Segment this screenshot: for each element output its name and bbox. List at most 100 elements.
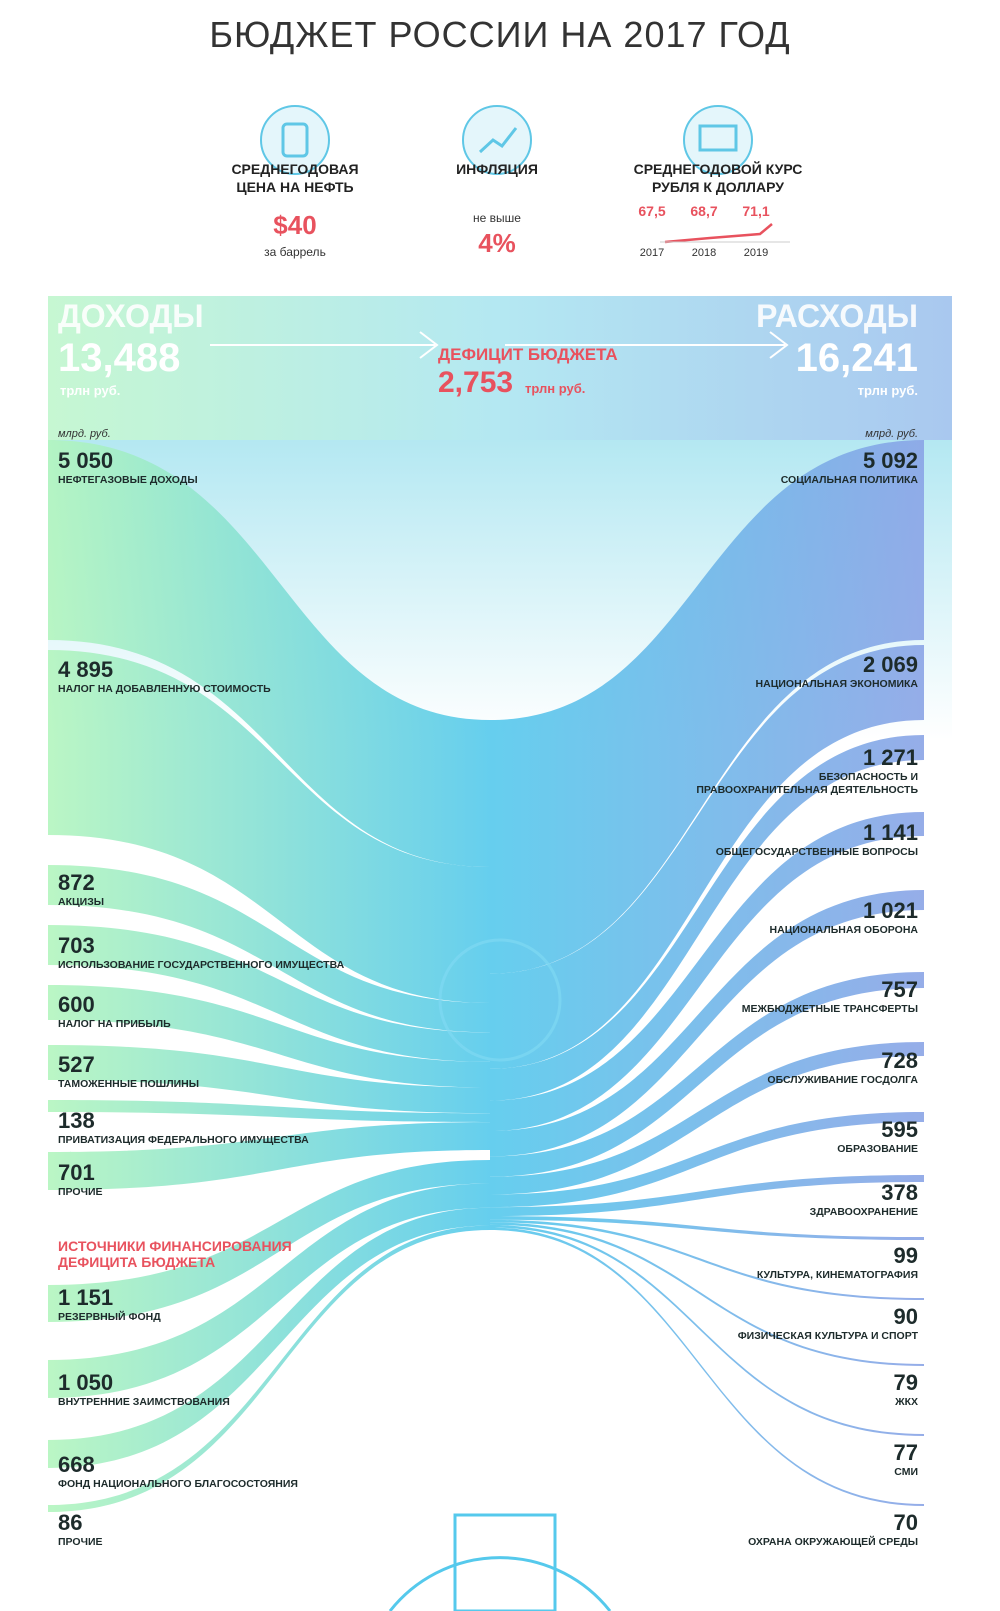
item-label: АКЦИЗЫ (58, 896, 105, 908)
item-value: 757 (881, 977, 918, 1002)
income-flow (48, 925, 490, 1062)
banknote-icon (698, 124, 738, 152)
item-value: 70 (893, 1510, 918, 1535)
financing-flow (48, 1183, 490, 1398)
item-label: ТАМОЖЕННЫЕ ПОШЛИНЫ (58, 1078, 200, 1090)
expenses-items-unit: млрд. руб. (865, 428, 918, 440)
item-value: 2 069 (862, 652, 918, 677)
deficit-value: 2,753 (438, 366, 514, 399)
item-value: 5 050 (58, 448, 114, 473)
oil-label: СРЕДНЕГОДОВАЯ ЦЕНА НА НЕФТЬ (231, 161, 359, 195)
expense-flow (490, 1222, 924, 1366)
item-label: ФОНД НАЦИОНАЛЬНОГО БЛАГОСОСТОЯНИЯ (58, 1478, 298, 1490)
item-value: 1 050 (58, 1370, 114, 1395)
item-label: ОБСЛУЖИВАНИЕ ГОСДОЛГА (767, 1074, 918, 1086)
inflation-value: 4% (478, 228, 516, 258)
item-label: НЕФТЕГАЗОВЫЕ ДОХОДЫ (58, 474, 198, 486)
item-label: СМИ (894, 1466, 918, 1478)
oil-note: за баррель (264, 245, 326, 259)
item-label: ВНУТРЕННИЕ ЗАИМСТВОВАНИЯ (58, 1396, 230, 1408)
item-label: НАЦИОНАЛЬНАЯ ОБОРОНА (769, 924, 918, 936)
item-value: 595 (881, 1117, 918, 1142)
title: БЮДЖЕТ РОССИИ НА 2017 ГОД (209, 14, 791, 55)
income-total: 13,488 (58, 336, 181, 380)
income-items-unit: млрд. руб. (58, 428, 111, 440)
item-value: 138 (58, 1108, 95, 1133)
oil-value: $40 (273, 210, 317, 240)
item-value: 701 (58, 1160, 95, 1185)
item-value: 1 021 (862, 898, 918, 923)
rate-value: 67,5 (638, 203, 666, 219)
expense-flow (490, 890, 924, 1157)
item-label: МЕЖБЮДЖЕТНЫЕ ТРАНСФЕРТЫ (741, 1003, 918, 1015)
item-value: 668 (58, 1452, 95, 1477)
item-label: БЕЗОПАСНОСТЬ И ПРАВООХРАНИТЕЛЬНАЯ ДЕЯТЕЛ… (696, 771, 918, 796)
arrow-head (769, 331, 789, 359)
item-value: 600 (58, 992, 95, 1017)
income-flow (48, 985, 490, 1088)
deficit-title: ДЕФИЦИТ БЮДЖЕТА (438, 345, 618, 364)
item-label: РЕЗЕРВНЫЙ ФОНД (58, 1311, 161, 1323)
item-label: ОБРАЗОВАНИЕ (837, 1143, 918, 1155)
emblem (438, 938, 562, 1062)
income-flow (48, 865, 490, 1033)
item-label: НАЦИОНАЛЬНАЯ ЭКОНОМИКА (755, 678, 918, 690)
rate-label: СРЕДНЕГОДОВОЙ КУРС РУБЛЯ К ДОЛЛАРУ (633, 161, 803, 195)
rate-value: 71,1 (742, 203, 770, 219)
item-label: НАЛОГ НА ДОБАВЛЕННУЮ СТОИМОСТЬ (58, 683, 271, 695)
financing-flow (48, 1207, 490, 1468)
barrel-icon (281, 122, 309, 158)
item-label: ПРИВАТИЗАЦИЯ ФЕДЕРАЛЬНОГО ИМУЩЕСТВА (58, 1134, 309, 1146)
deficit-unit: трлн руб. (525, 381, 586, 396)
item-value: 86 (58, 1510, 83, 1535)
item-label: ОХРАНА ОКРУЖАЮЩЕЙ СРЕДЫ (748, 1536, 918, 1548)
item-value: 5 092 (862, 448, 918, 473)
item-label: ПРОЧИЕ (58, 1186, 103, 1198)
rate-year: 2018 (691, 247, 717, 259)
expenses-unit: трлн руб. (857, 383, 918, 398)
item-value: 1 141 (862, 820, 918, 845)
item-value: 527 (58, 1052, 95, 1077)
expenses-total: 16,241 (795, 336, 918, 380)
inflation-note: не выше (473, 211, 521, 225)
expense-flow (490, 440, 924, 974)
item-value: 1 271 (862, 745, 918, 770)
income-flow (48, 1122, 490, 1190)
expense-flow (490, 1219, 924, 1300)
expense-flow (490, 1216, 924, 1240)
income-unit: трлн руб. (60, 383, 121, 398)
item-value: 4 895 (58, 657, 114, 682)
item-value: 703 (58, 933, 95, 958)
item-label: ЖКХ (895, 1396, 918, 1408)
expense-flow (490, 645, 924, 1069)
inflation-label: ИНФЛЯЦИЯ (456, 161, 538, 177)
expenses-title: РАСХОДЫ (756, 298, 918, 334)
item-label: ПРОЧИЕ (58, 1536, 103, 1548)
item-label: КУЛЬТУРА, КИНЕМАТОГРАФИЯ (756, 1269, 918, 1281)
financing-title: ИСТОЧНИКИ ФИНАНСИРОВАНИЯ ДЕФИЦИТА БЮДЖЕТ… (58, 1238, 292, 1270)
item-label: ЗДРАВООХРАНЕНИЕ (809, 1206, 918, 1218)
currency-icon (683, 105, 753, 175)
expense-flow (490, 1112, 924, 1208)
item-label: СОЦИАЛЬНАЯ ПОЛИТИКА (780, 474, 918, 486)
rate-year: 2017 (639, 247, 665, 259)
item-label: ОБЩЕГОСУДАРСТВЕННЫЕ ВОПРОСЫ (715, 846, 918, 858)
expense-flow (490, 1175, 924, 1217)
expense-flow (490, 812, 924, 1132)
item-label: ИСПОЛЬЗОВАНИЕ ГОСУДАРСТВЕННОГО ИМУЩЕСТВА (58, 959, 345, 971)
rate-year: 2019 (743, 247, 769, 259)
rate-value: 68,7 (690, 203, 718, 219)
header-panel (48, 296, 952, 446)
financing-flow (48, 1160, 490, 1322)
item-value: 79 (893, 1370, 918, 1395)
income-flow (48, 1045, 490, 1114)
inflation-icon (462, 105, 532, 175)
item-label: НАЛОГ НА ПРИБЫЛЬ (58, 1018, 171, 1030)
arrow-head (419, 331, 439, 359)
income-title: ДОХОДЫ (58, 298, 204, 334)
expense-flow (490, 972, 924, 1177)
item-value: 728 (881, 1048, 918, 1073)
item-value: 90 (893, 1304, 918, 1329)
building-arc (388, 1556, 612, 1611)
expense-flow (490, 735, 924, 1101)
